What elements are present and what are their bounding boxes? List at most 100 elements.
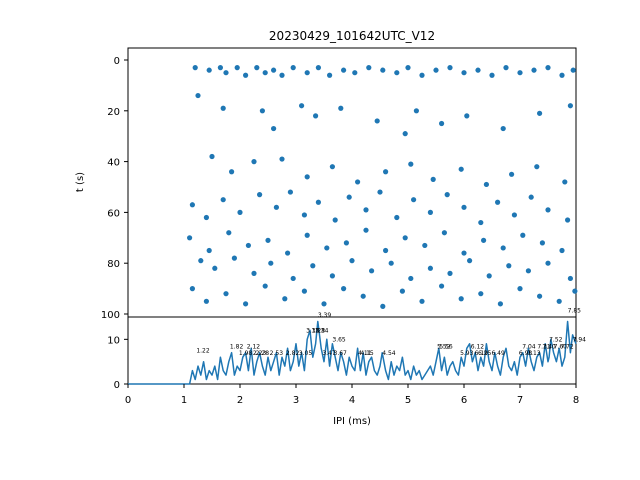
scatter-point xyxy=(363,227,369,233)
scatter-point xyxy=(290,275,296,282)
scatter-point xyxy=(408,275,414,282)
histogram-y-ticks: 0 10 xyxy=(107,335,128,391)
scatter-y-tick-label: 80 xyxy=(107,259,120,270)
scatter-point xyxy=(223,70,229,76)
scatter-point xyxy=(360,293,366,299)
scatter-point xyxy=(559,247,565,254)
peak-annotation: 7.52 xyxy=(549,337,563,344)
scatter-point xyxy=(399,288,405,294)
peak-annotation: 1.22 xyxy=(196,348,210,355)
scatter-point xyxy=(495,199,501,205)
scatter-point xyxy=(327,72,333,78)
scatter-point xyxy=(377,189,383,195)
scatter-point xyxy=(458,166,464,172)
scatter-point xyxy=(192,65,198,71)
scatter-point xyxy=(531,67,537,73)
scatter-point xyxy=(217,65,223,71)
peak-annotation: 4.54 xyxy=(382,350,396,357)
scatter-point xyxy=(223,291,229,297)
scatter-point xyxy=(383,247,389,254)
scatter-point xyxy=(206,67,212,73)
scatter-point xyxy=(506,263,512,269)
peak-annotation: 1.98 xyxy=(239,350,253,357)
scatter-point xyxy=(394,214,400,221)
scatter-point xyxy=(427,265,433,271)
scatter-point xyxy=(537,293,543,299)
peak-annotation: 6.49 xyxy=(491,350,505,357)
scatter-point xyxy=(251,270,257,276)
scatter-point xyxy=(559,72,565,78)
scatter-point xyxy=(545,207,551,213)
scatter-point xyxy=(321,301,327,307)
peak-annotation: 3.39 xyxy=(318,312,332,319)
scatter-point xyxy=(304,232,310,238)
scatter-point xyxy=(279,156,285,162)
scatter-point xyxy=(206,247,212,254)
peak-annotation: 4.15 xyxy=(360,350,374,357)
scatter-point xyxy=(226,230,232,236)
scatter-point xyxy=(304,174,310,180)
scatter-point xyxy=(411,197,417,203)
scatter-point xyxy=(290,65,296,71)
scatter-point xyxy=(341,286,347,292)
scatter-point xyxy=(572,288,578,294)
scatter-point xyxy=(301,212,307,218)
scatter-point xyxy=(461,250,467,256)
scatter-y-tick-label: 60 xyxy=(107,208,120,219)
scatter-point xyxy=(525,268,532,274)
scatter-point xyxy=(245,242,251,249)
scatter-point xyxy=(537,110,543,116)
peak-annotation: 3.65 xyxy=(332,337,346,344)
scatter-point xyxy=(282,296,288,302)
scatter-point xyxy=(187,235,193,241)
scatter-point xyxy=(489,72,495,78)
histogram-x-tick-label: 1 xyxy=(181,395,187,406)
scatter-point xyxy=(520,232,526,238)
scatter-point xyxy=(329,164,335,170)
scatter-y-tick-label: 20 xyxy=(107,107,120,118)
scatter-point xyxy=(251,159,257,165)
histogram-x-tick-label: 2 xyxy=(237,395,243,406)
scatter-point xyxy=(315,199,321,205)
peak-annotation: 3.67 xyxy=(334,350,348,357)
scatter-point xyxy=(231,255,237,261)
scatter-point xyxy=(352,70,358,76)
scatter-point xyxy=(355,179,361,185)
scatter-point xyxy=(374,118,380,124)
scatter-point xyxy=(461,204,467,210)
scatter-point xyxy=(380,303,386,309)
scatter-point xyxy=(388,260,394,266)
scatter-point xyxy=(539,240,546,246)
scatter-point xyxy=(383,169,389,175)
scatter-point xyxy=(447,65,453,71)
scatter-point xyxy=(346,194,352,200)
peak-annotation: 7.13 xyxy=(527,350,541,357)
scatter-point xyxy=(394,70,400,76)
histogram-x-ticks: 0 1 2 3 4 5 6 7 8 xyxy=(125,384,579,406)
scatter-point xyxy=(419,72,425,78)
peak-annotation: 5.93 xyxy=(460,350,474,357)
peak-annotation: 2.28 xyxy=(256,350,270,357)
scatter-point xyxy=(481,237,487,243)
scatter-point xyxy=(447,270,453,276)
scatter-points xyxy=(187,65,578,309)
histogram-x-tick-label: 5 xyxy=(405,395,411,406)
histogram-series-line xyxy=(128,320,577,385)
scatter-point xyxy=(405,65,411,71)
scatter-point xyxy=(478,219,484,226)
scatter-point xyxy=(262,283,268,289)
scatter-point xyxy=(299,103,305,109)
peak-annotation: 5.56 xyxy=(439,343,453,350)
scatter-point xyxy=(567,275,574,282)
histogram-x-tick-label: 8 xyxy=(573,395,579,406)
scatter-point xyxy=(413,108,419,114)
peak-annotation: 7.04 xyxy=(522,343,536,350)
peak-annotation: 3.18 xyxy=(306,328,320,335)
scatter-point xyxy=(441,230,447,236)
scatter-point xyxy=(500,245,506,251)
scatter-point xyxy=(567,103,574,109)
scatter-point xyxy=(254,65,260,71)
scatter-point xyxy=(271,125,277,132)
scatter-point xyxy=(486,273,492,279)
scatter-point xyxy=(483,181,489,188)
